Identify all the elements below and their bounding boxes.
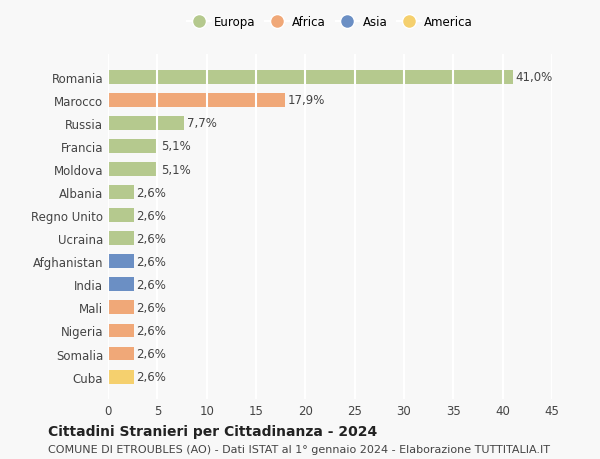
Bar [108, 301, 134, 315]
Text: 7,7%: 7,7% [187, 117, 217, 130]
Text: COMUNE DI ETROUBLES (AO) - Dati ISTAT al 1° gennaio 2024 - Elaborazione TUTTITAL: COMUNE DI ETROUBLES (AO) - Dati ISTAT al… [48, 444, 550, 454]
Bar [108, 324, 134, 338]
Bar [108, 209, 134, 223]
Text: 2,6%: 2,6% [137, 301, 166, 314]
Legend: Europa, Africa, Asia, America: Europa, Africa, Asia, America [187, 16, 473, 29]
Bar [108, 278, 134, 291]
Text: 2,6%: 2,6% [137, 209, 166, 222]
Bar [108, 186, 134, 200]
Bar [108, 255, 134, 269]
Bar [108, 94, 284, 107]
Bar [108, 117, 184, 130]
Bar [108, 347, 134, 361]
Text: 2,6%: 2,6% [137, 324, 166, 337]
Text: 2,6%: 2,6% [137, 255, 166, 268]
Text: 5,1%: 5,1% [161, 163, 191, 176]
Text: 2,6%: 2,6% [137, 347, 166, 360]
Bar [108, 232, 134, 246]
Text: 2,6%: 2,6% [137, 232, 166, 245]
Bar [108, 163, 158, 177]
Bar [108, 140, 158, 154]
Text: 2,6%: 2,6% [137, 278, 166, 291]
Text: 2,6%: 2,6% [137, 186, 166, 199]
Text: 17,9%: 17,9% [287, 94, 325, 107]
Text: 5,1%: 5,1% [161, 140, 191, 153]
Bar [108, 71, 512, 84]
Text: 41,0%: 41,0% [515, 71, 553, 84]
Text: 2,6%: 2,6% [137, 370, 166, 383]
Bar [108, 370, 134, 384]
Text: Cittadini Stranieri per Cittadinanza - 2024: Cittadini Stranieri per Cittadinanza - 2… [48, 425, 377, 438]
